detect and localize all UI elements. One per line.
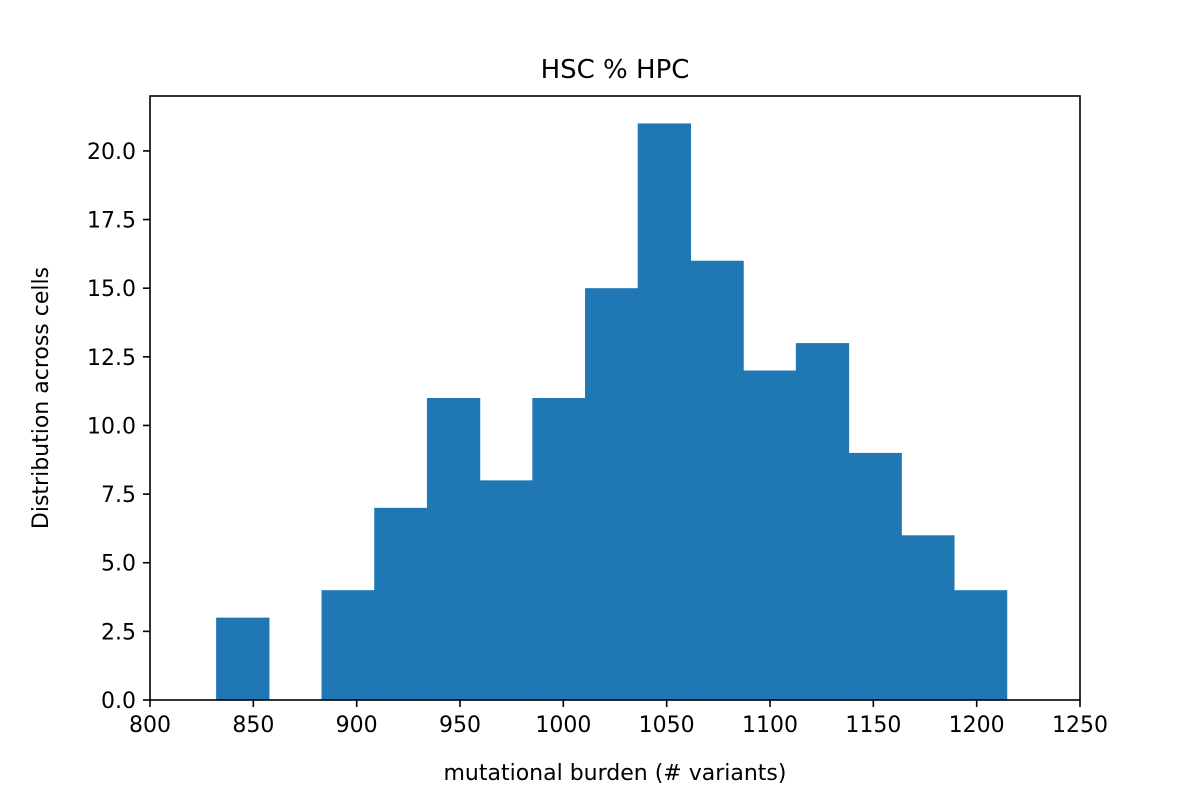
x-tick-label: 950 xyxy=(439,713,481,738)
x-tick-label: 850 xyxy=(232,713,274,738)
y-tick-label: 10.0 xyxy=(87,414,136,439)
histogram-bar-4 xyxy=(426,398,481,700)
x-axis-title: mutational burden (# variants) xyxy=(444,761,787,786)
histogram-bar-7 xyxy=(585,288,639,700)
y-tick-label: 12.5 xyxy=(87,346,136,371)
histogram-bar-8 xyxy=(637,123,692,701)
chart-title: HSC % HPC xyxy=(541,55,690,85)
y-tick-label: 20.0 xyxy=(87,140,136,165)
x-tick-label: 1150 xyxy=(845,713,901,738)
histogram-bar-9 xyxy=(690,260,744,700)
histogram-bar-10 xyxy=(743,370,797,700)
bars-group xyxy=(216,123,1008,701)
histogram-bar-3 xyxy=(374,507,428,700)
histogram-bar-11 xyxy=(795,343,850,700)
x-tick-label: 1100 xyxy=(742,713,798,738)
y-tick-label: 2.5 xyxy=(101,620,136,645)
histogram-bar-13 xyxy=(901,535,955,700)
x-tick-label: 1200 xyxy=(949,713,1005,738)
y-tick-label: 0.0 xyxy=(101,689,136,714)
x-tick-label: 1000 xyxy=(535,713,591,738)
y-axis-title: Distribution across cells xyxy=(29,267,54,529)
histogram-bar-0 xyxy=(216,617,270,700)
y-axis-ticks: 0.0 2.5 5.0 7.5 10.0 12.5 15.0 17.5 20.0 xyxy=(87,140,150,714)
histogram-bar-5 xyxy=(479,480,533,700)
plot-frame xyxy=(149,95,1081,701)
histogram-bar-2 xyxy=(321,590,375,700)
y-tick-label: 7.5 xyxy=(101,483,136,508)
x-tick-label: 900 xyxy=(336,713,378,738)
histogram-bar-14 xyxy=(953,590,1008,700)
x-tick-label: 800 xyxy=(129,713,171,738)
histogram-bar-12 xyxy=(848,452,902,700)
x-tick-label: 1050 xyxy=(639,713,695,738)
histogram-bar-6 xyxy=(532,398,586,700)
y-tick-label: 5.0 xyxy=(101,552,136,577)
x-tick-label: 1250 xyxy=(1052,713,1108,738)
x-axis-ticks: 800 850 900 950 1000 1050 1100 1150 1200 1250 xyxy=(129,700,1108,738)
y-tick-label: 15.0 xyxy=(87,277,136,302)
y-tick-label: 17.5 xyxy=(87,209,136,234)
